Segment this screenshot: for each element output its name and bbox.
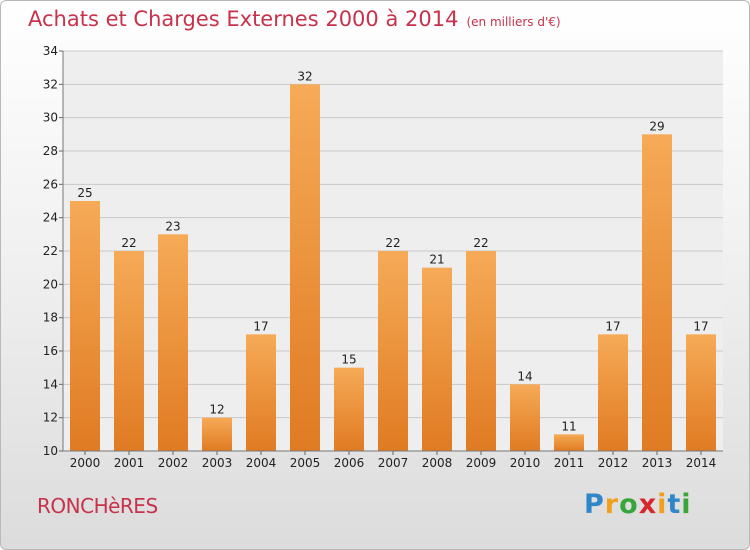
bar bbox=[70, 201, 100, 451]
y-tick-label: 32 bbox=[43, 77, 58, 91]
x-tick-label: 2006 bbox=[334, 456, 365, 470]
bar bbox=[290, 84, 320, 451]
data-label: 17 bbox=[693, 319, 708, 333]
logo-letter: x bbox=[638, 489, 658, 520]
place-name: RONCHèRES bbox=[37, 494, 158, 518]
bar bbox=[114, 251, 144, 451]
title-text: Achats et Charges Externes 2000 à 2014 bbox=[28, 7, 459, 31]
bar bbox=[202, 417, 232, 451]
x-tick-label: 2009 bbox=[466, 456, 497, 470]
data-label: 12 bbox=[209, 403, 224, 417]
x-tick-label: 2010 bbox=[510, 456, 541, 470]
bar bbox=[158, 234, 188, 451]
chart-title: Achats et Charges Externes 2000 à 2014 (e… bbox=[28, 7, 561, 31]
bar bbox=[246, 334, 276, 451]
data-label: 25 bbox=[77, 186, 92, 200]
y-tick-label: 28 bbox=[43, 144, 58, 158]
data-label: 17 bbox=[253, 319, 268, 333]
bar bbox=[554, 434, 584, 451]
logo-letter: P bbox=[584, 489, 605, 520]
y-tick-label: 30 bbox=[43, 111, 58, 125]
data-label: 22 bbox=[385, 236, 400, 250]
bar bbox=[466, 251, 496, 451]
proxiti-logo: Proxiti bbox=[584, 489, 692, 520]
bar bbox=[598, 334, 628, 451]
data-label: 17 bbox=[605, 319, 620, 333]
x-tick-label: 2003 bbox=[202, 456, 233, 470]
y-tick-label: 14 bbox=[43, 377, 58, 391]
x-tick-label: 2000 bbox=[70, 456, 101, 470]
logo-letter: i bbox=[681, 489, 692, 520]
bar bbox=[686, 334, 716, 451]
y-tick-label: 26 bbox=[43, 177, 58, 191]
data-label: 23 bbox=[165, 219, 180, 233]
y-tick-label: 16 bbox=[43, 344, 58, 358]
bar bbox=[642, 134, 672, 452]
x-tick-label: 2013 bbox=[642, 456, 673, 470]
data-label: 22 bbox=[121, 236, 136, 250]
logo-letter: i bbox=[657, 489, 668, 520]
data-label: 21 bbox=[429, 253, 444, 267]
x-tick-label: 2007 bbox=[378, 456, 409, 470]
y-tick-label: 12 bbox=[43, 411, 58, 425]
x-tick-label: 2005 bbox=[290, 456, 321, 470]
bar bbox=[422, 267, 452, 451]
bar bbox=[510, 384, 540, 451]
data-label: 11 bbox=[561, 419, 576, 433]
bar bbox=[378, 251, 408, 451]
x-tick-label: 2001 bbox=[114, 456, 145, 470]
data-label: 15 bbox=[341, 353, 356, 367]
data-label: 14 bbox=[517, 369, 532, 383]
y-tick-label: 20 bbox=[43, 277, 58, 291]
y-tick-label: 18 bbox=[43, 311, 58, 325]
data-label: 22 bbox=[473, 236, 488, 250]
title-unit: (en milliers d'€) bbox=[466, 15, 561, 29]
x-tick-label: 2008 bbox=[422, 456, 453, 470]
data-label: 32 bbox=[297, 69, 312, 83]
x-tick-label: 2012 bbox=[598, 456, 629, 470]
y-tick-label: 10 bbox=[43, 444, 58, 458]
logo-letter: r bbox=[604, 489, 620, 520]
y-tick-label: 22 bbox=[43, 244, 58, 258]
x-tick-label: 2011 bbox=[554, 456, 585, 470]
x-tick-label: 2004 bbox=[246, 456, 277, 470]
bar bbox=[334, 367, 364, 451]
x-tick-label: 2014 bbox=[686, 456, 717, 470]
y-tick-label: 34 bbox=[43, 44, 58, 58]
y-tick-label: 24 bbox=[43, 211, 58, 225]
logo-letter: t bbox=[667, 489, 682, 520]
logo-letter: o bbox=[619, 489, 639, 520]
x-tick-label: 2002 bbox=[158, 456, 189, 470]
data-label: 29 bbox=[649, 119, 664, 133]
